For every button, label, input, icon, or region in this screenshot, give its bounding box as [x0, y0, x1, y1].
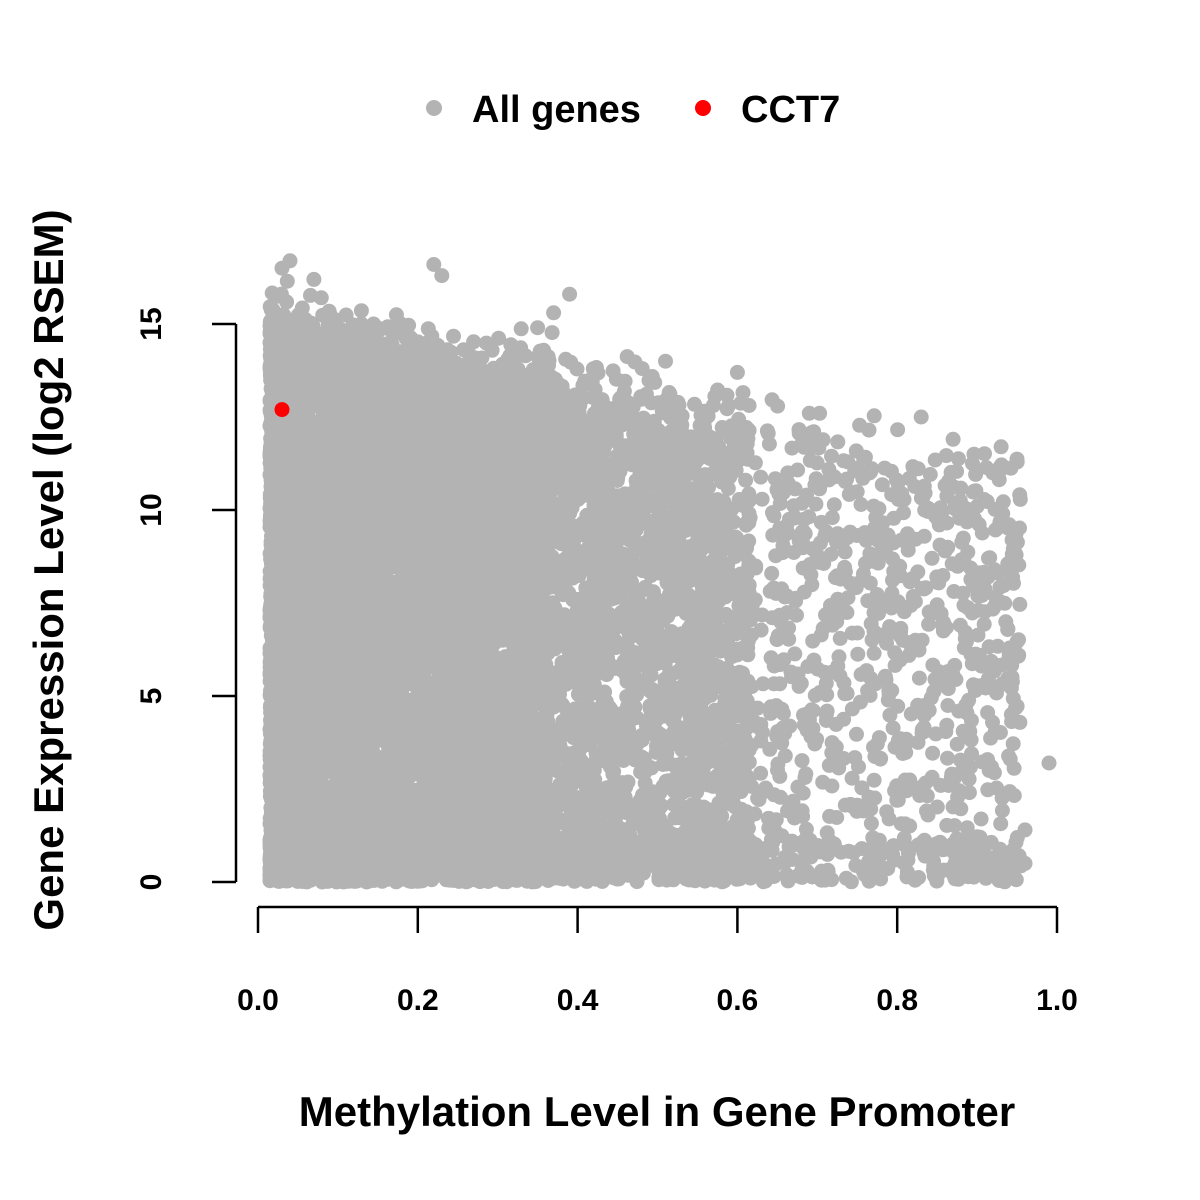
data-point — [849, 726, 864, 742]
data-point — [837, 544, 853, 560]
data-point — [976, 616, 992, 632]
legend-label-cct7: CCT7 — [741, 89, 840, 131]
data-point — [765, 505, 780, 521]
points-layer — [262, 253, 1057, 890]
data-point — [921, 616, 937, 632]
data-point — [787, 646, 803, 662]
legend-label-all-genes: All genes — [472, 89, 641, 131]
data-point — [808, 496, 824, 512]
data-point — [807, 687, 823, 703]
data-point — [993, 816, 1009, 832]
data-point — [953, 801, 969, 817]
data-point — [338, 307, 354, 323]
legend-marker-cct7 — [695, 100, 711, 116]
data-point — [973, 811, 989, 827]
data-point — [726, 514, 742, 530]
legend-marker-all-genes — [426, 100, 442, 116]
data-point — [874, 477, 890, 493]
data-point — [1005, 736, 1021, 752]
data-point — [922, 467, 938, 482]
legend: All genes CCT7 — [426, 89, 840, 131]
data-point — [860, 593, 876, 609]
data-point — [754, 607, 770, 623]
data-point — [866, 408, 882, 424]
data-point — [767, 471, 783, 487]
data-point — [812, 405, 828, 421]
data-point — [824, 778, 840, 794]
data-point — [850, 646, 866, 662]
data-point — [446, 328, 461, 344]
data-point — [983, 730, 999, 746]
data-point — [738, 472, 754, 488]
data-point — [754, 491, 770, 507]
